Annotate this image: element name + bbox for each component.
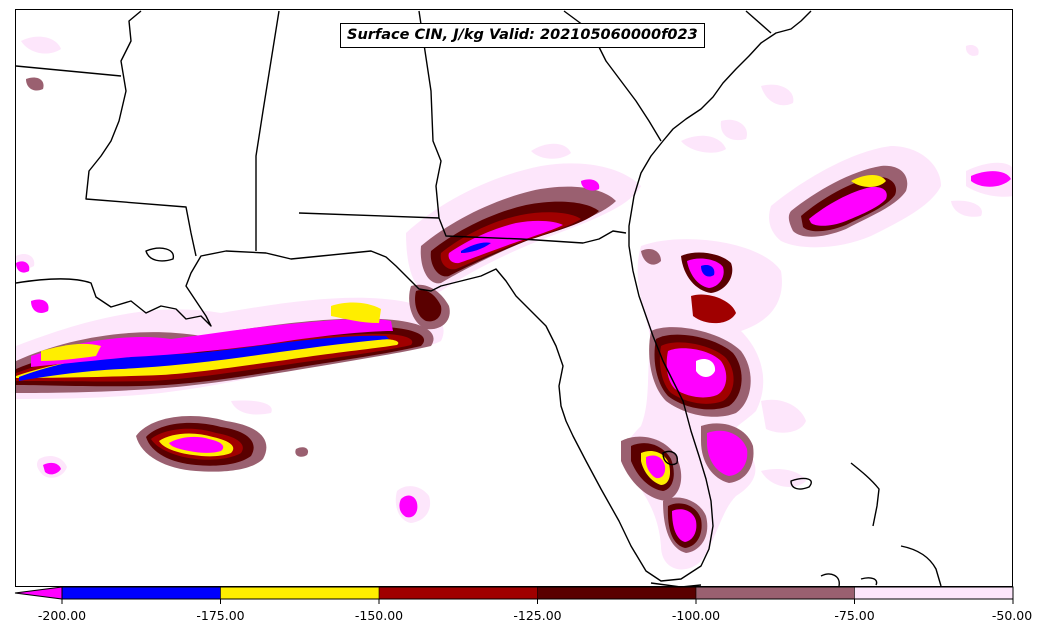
cin-shading-gulf-cluster xyxy=(36,400,431,523)
colorbar-segments xyxy=(62,587,1013,599)
cin-map xyxy=(16,10,1012,586)
state-line-ar-ms xyxy=(16,65,122,77)
bahamas-3 xyxy=(900,545,942,586)
colorbar-segment xyxy=(537,587,696,599)
colorbar-extend-triangle xyxy=(14,586,63,600)
bahamas-4 xyxy=(820,573,840,586)
colorbar-label: -75.00 xyxy=(834,608,875,623)
colorbar-segment xyxy=(379,587,538,599)
map-frame: Surface CIN, J/kg Valid: 202105060000f02… xyxy=(15,9,1013,587)
colorbar-label: -175.00 xyxy=(196,608,245,623)
colorbar xyxy=(14,586,1014,604)
state-line-al-fl xyxy=(298,212,440,219)
bahamas-5 xyxy=(860,577,878,586)
keys xyxy=(650,582,702,586)
colorbar-segment xyxy=(220,587,379,599)
state-line-ms-al xyxy=(85,10,197,257)
cin-shading-florida xyxy=(621,239,806,570)
coastline xyxy=(16,10,812,582)
colorbar-label: -125.00 xyxy=(513,608,562,623)
bahamas-1 xyxy=(790,477,812,490)
colorbar-segment xyxy=(62,587,221,599)
cin-shading-inland xyxy=(16,36,979,313)
bahamas-2 xyxy=(850,462,880,527)
boundaries xyxy=(16,10,942,586)
cin-shading-atlantic xyxy=(720,84,1012,248)
lake-okeechobee xyxy=(662,450,678,466)
colorbar-ticks xyxy=(61,587,1014,604)
colorbar-label: -50.00 xyxy=(991,608,1033,623)
state-line-al-ga xyxy=(255,10,280,251)
state-line-sc-nc xyxy=(745,10,772,34)
colorbar-label: -200.00 xyxy=(37,608,87,623)
cin-shading-panhandle xyxy=(406,135,726,330)
lake-pontchartrain xyxy=(145,247,175,262)
state-line-ga-fl xyxy=(438,217,627,244)
colorbar-label: -100.00 xyxy=(671,608,721,623)
cin-shading-gulf-band xyxy=(16,297,444,399)
colorbar-label: -150.00 xyxy=(354,608,404,623)
state-line-ga-al-east xyxy=(418,10,442,219)
map-title: Surface CIN, J/kg Valid: 202105060000f02… xyxy=(340,23,705,48)
colorbar-segment xyxy=(854,587,1013,599)
colorbar-segment xyxy=(696,587,855,599)
